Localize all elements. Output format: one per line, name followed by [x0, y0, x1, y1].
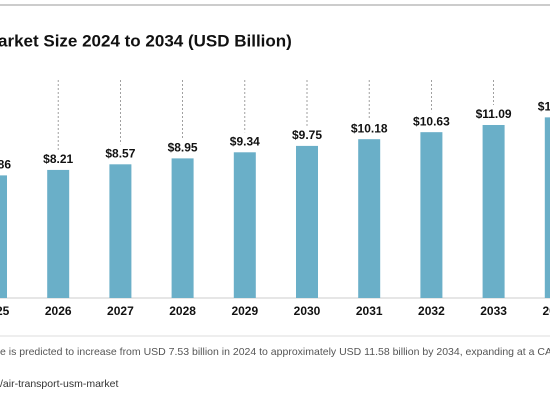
value-label: $7.86	[0, 158, 11, 172]
source-url: /air-transport-usm-market	[0, 378, 119, 390]
value-label: $8.21	[43, 152, 73, 166]
bar	[171, 158, 194, 298]
bar	[358, 139, 381, 298]
x-tick-label: 2034	[542, 304, 550, 318]
x-tick-label: 2030	[294, 304, 321, 318]
bar	[420, 132, 443, 298]
x-tick-label: 2025	[0, 304, 10, 318]
value-label: $11.09	[476, 107, 512, 121]
bar	[482, 124, 505, 298]
x-tick-label: 2032	[418, 304, 445, 318]
bar	[0, 175, 7, 298]
x-tick-label: 2026	[45, 304, 72, 318]
value-label: $8.57	[105, 146, 135, 160]
bar	[109, 164, 132, 298]
x-tick-label: 2033	[480, 304, 507, 318]
bar	[544, 117, 550, 299]
value-label: $10.18	[351, 121, 388, 135]
x-tick-label: 2031	[356, 304, 383, 318]
value-label: $10.63	[413, 114, 450, 128]
bar	[296, 145, 318, 298]
bar	[233, 152, 256, 298]
x-tick-label: 2027	[107, 304, 134, 318]
x-tick-label: 2028	[169, 304, 196, 318]
plot-area: $7.86 2025 $8.21 2026 $8.57 2027 $8.95 2028 $9.3…	[0, 80, 550, 318]
value-label: $9.34	[230, 134, 260, 148]
value-label: $9.75	[292, 128, 322, 142]
x-tick-label: 2029	[231, 304, 258, 318]
value-label: $11.58	[538, 100, 550, 114]
value-label: $8.95	[168, 141, 198, 155]
chart-title: arket Size 2024 to 2034 (USD Billion)	[0, 31, 292, 50]
bar	[47, 169, 70, 298]
footnote: e is predicted to increase from USD 7.53…	[0, 346, 550, 358]
